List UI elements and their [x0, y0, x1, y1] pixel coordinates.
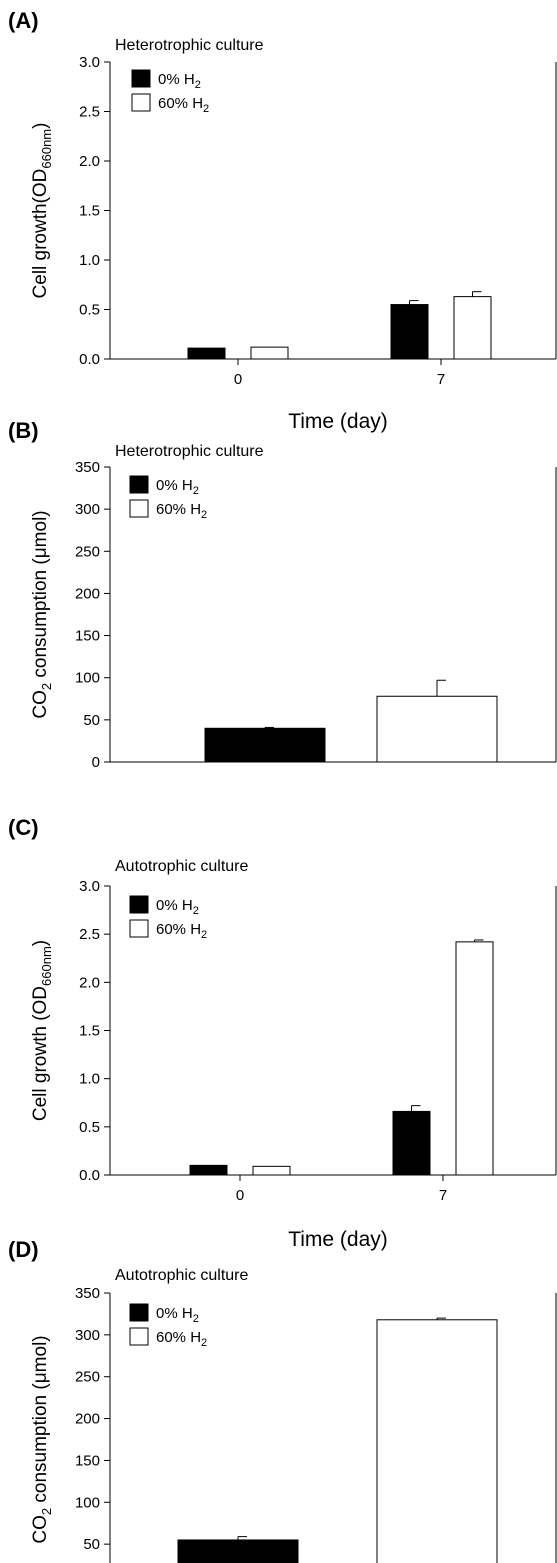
y-tick-label: 350	[75, 459, 100, 476]
y-tick-label: 100	[75, 670, 100, 687]
y-axis-label: Cell growth (OD660nm)	[30, 940, 54, 1121]
chart-title: Autotrophic culture	[115, 858, 249, 875]
y-tick-label: 350	[75, 1285, 100, 1302]
bar	[392, 1110, 431, 1176]
bar	[252, 1165, 291, 1176]
legend-swatch	[129, 1303, 149, 1322]
y-tick-label: 150	[75, 1452, 100, 1469]
y-tick-label: 50	[83, 1536, 100, 1553]
panel-label: (B)	[8, 418, 39, 443]
x-tick-label: 0	[236, 1187, 244, 1204]
panel-label: (A)	[8, 8, 39, 33]
y-tick-label: 150	[75, 628, 100, 645]
y-tick-label: 250	[75, 1369, 100, 1386]
y-tick-label: 0.5	[79, 1119, 100, 1136]
x-tick-label: 7	[439, 1187, 447, 1204]
y-tick-label: 0.0	[79, 1167, 100, 1184]
chart-panel-2: (C) Autotrophic culture 0.0 0.5 1.0 1.5 2.0 2.5…	[8, 815, 557, 1251]
y-tick-label: 200	[75, 1411, 100, 1428]
bar	[376, 695, 498, 763]
y-tick-label: 2.5	[79, 926, 100, 943]
y-tick-label: 2.0	[79, 974, 100, 991]
chart-panel-1: (B) Heterotrophic culture 0 50 100 150 200 250 3…	[8, 418, 557, 771]
legend-label: 0% H2	[156, 1305, 199, 1325]
chart-title: Heterotrophic culture	[115, 37, 264, 54]
legend-label: 60% H2	[158, 95, 209, 115]
panel-label: (D)	[8, 1237, 39, 1262]
bar	[453, 296, 492, 360]
legend-swatch	[129, 499, 149, 518]
legend-swatch	[131, 93, 151, 112]
chart-title: Heterotrophic culture	[115, 443, 264, 460]
bar	[187, 347, 226, 360]
y-tick-label: 1.5	[79, 1023, 100, 1040]
x-tick-label: 0	[234, 371, 242, 388]
legend-label: 60% H2	[156, 921, 207, 941]
chart-title: Autotrophic culture	[115, 1267, 249, 1284]
panel-label: (C)	[8, 815, 39, 840]
legend-label: 0% H2	[156, 477, 199, 497]
y-tick-label: 3.0	[79, 878, 100, 895]
x-tick-label: 7	[437, 371, 445, 388]
x-axis-label: Time (day)	[288, 1228, 388, 1251]
bar	[390, 304, 429, 360]
y-tick-label: 2.5	[79, 104, 100, 121]
y-tick-label: 1.5	[79, 203, 100, 220]
bar	[177, 1539, 299, 1563]
chart-panel-3: (D)Autotrophic culture050100150200250300…	[8, 1237, 557, 1563]
chart-panel-0: (A) Heterotrophic culture 0.0 0.5 1.0 1.5 2.0 2…	[8, 8, 557, 433]
y-tick-label: 250	[75, 543, 100, 560]
y-tick-label: 0.0	[79, 351, 100, 368]
y-axis-label: CO2 consumption (μmol)	[30, 510, 54, 718]
y-tick-label: 50	[83, 712, 100, 729]
legend-label: 0% H2	[158, 71, 201, 91]
bar	[204, 727, 326, 763]
legend-swatch	[129, 475, 149, 494]
y-tick-label: 300	[75, 1327, 100, 1344]
legend-swatch	[131, 69, 151, 88]
legend-label: 60% H2	[156, 1329, 207, 1349]
bar	[455, 941, 494, 1176]
y-tick-label: 0	[92, 754, 100, 771]
y-tick-label: 200	[75, 585, 100, 602]
bar	[189, 1164, 228, 1176]
legend-label: 60% H2	[156, 501, 207, 521]
y-tick-label: 0.5	[79, 302, 100, 319]
legend-label: 0% H2	[156, 897, 199, 917]
legend-swatch	[129, 1327, 149, 1346]
legend-swatch	[129, 919, 149, 938]
y-tick-label: 2.0	[79, 153, 100, 170]
y-axis-label: CO2 consumption (μmol)	[30, 1335, 54, 1543]
legend-swatch	[129, 895, 149, 914]
x-axis-label: Time (day)	[288, 410, 388, 433]
y-tick-label: 3.0	[79, 54, 100, 71]
y-tick-label: 100	[75, 1494, 100, 1511]
bar	[250, 346, 289, 360]
y-axis-label: Cell growth(OD660nm)	[30, 123, 54, 299]
y-tick-label: 300	[75, 501, 100, 518]
bar	[376, 1319, 498, 1563]
y-tick-label: 1.0	[79, 252, 100, 269]
y-tick-label: 1.0	[79, 1071, 100, 1088]
